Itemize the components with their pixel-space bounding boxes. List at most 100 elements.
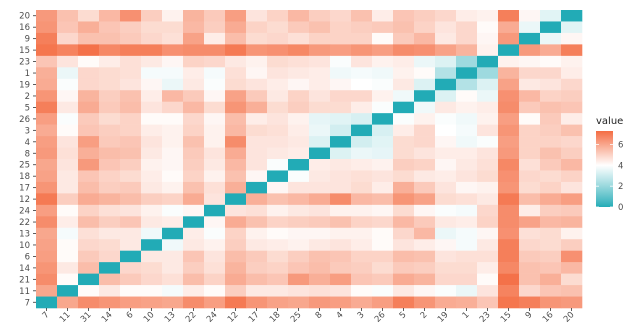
heatmap-cell-7-22 — [183, 296, 205, 309]
heatmap-cell-4-1 — [456, 136, 478, 148]
heatmap-cell-20-1 — [456, 10, 478, 22]
heatmap-cell-7-13 — [162, 296, 184, 309]
heatmap-cell-7-23 — [477, 296, 499, 309]
heatmap-cell-23-31 — [78, 55, 100, 68]
heatmap-cell-1-23 — [477, 67, 499, 80]
heatmap-cell-19-19 — [435, 78, 457, 91]
heatmap-cell-9-7 — [36, 32, 58, 45]
heatmap-cell-7-18 — [267, 296, 289, 309]
heatmap-cell-14-17 — [246, 262, 268, 274]
heatmap-cell-24-15 — [498, 204, 520, 217]
heatmap-cell-9-24 — [204, 32, 226, 45]
heatmap-cell-17-4 — [330, 181, 352, 194]
heatmap-cell-17-3 — [351, 181, 373, 194]
heatmap-cell-3-12 — [225, 124, 247, 137]
heatmap-cell-22-8 — [309, 216, 331, 229]
heatmap-cell-2-19 — [435, 90, 457, 102]
heatmap-cell-20-26 — [372, 10, 394, 22]
heatmap-cell-13-25 — [288, 227, 310, 240]
heatmap-cell-15-14 — [99, 44, 121, 57]
heatmap-cell-20-14 — [99, 10, 121, 22]
heatmap-cell-21-9 — [519, 273, 541, 286]
heatmap-cell-17-2 — [414, 181, 436, 194]
heatmap-cell-10-15 — [498, 239, 520, 251]
heatmap-cell-19-15 — [498, 78, 520, 91]
heatmap-cell-18-23 — [477, 170, 499, 183]
heatmap-cell-19-20 — [561, 78, 583, 91]
heatmap-cell-16-7 — [36, 21, 58, 34]
heatmap-cell-24-2 — [414, 204, 436, 217]
heatmap-cell-22-3 — [351, 216, 373, 229]
heatmap-cell-15-26 — [372, 44, 394, 57]
heatmap-cell-26-10 — [141, 113, 163, 125]
heatmap-cell-16-15 — [498, 21, 520, 34]
heatmap-cell-14-3 — [351, 262, 373, 274]
heatmap-cell-14-2 — [414, 262, 436, 274]
heatmap-cell-7-4 — [330, 296, 352, 309]
heatmap-cell-12-13 — [162, 193, 184, 206]
heatmap-cell-14-8 — [309, 262, 331, 274]
heatmap-cell-8-4 — [330, 147, 352, 160]
heatmap-cell-18-10 — [141, 170, 163, 183]
heatmap-cell-10-2 — [414, 239, 436, 251]
heatmap-cell-21-13 — [162, 273, 184, 286]
heatmap-cell-4-3 — [351, 136, 373, 148]
heatmap-cell-12-15 — [498, 193, 520, 206]
heatmap-cell-25-19 — [435, 159, 457, 171]
heatmap-cell-10-12 — [225, 239, 247, 251]
heatmap-cell-4-6 — [120, 136, 142, 148]
heatmap-cell-11-16 — [540, 285, 562, 297]
heatmap-cell-10-31 — [78, 239, 100, 251]
heatmap-cell-14-1 — [456, 262, 478, 274]
heatmap-cell-19-12 — [225, 78, 247, 91]
heatmap-cell-3-3 — [351, 124, 373, 137]
y-tick-label: 22 — [19, 218, 30, 228]
heatmap-cell-10-24 — [204, 239, 226, 251]
heatmap-cell-18-24 — [204, 170, 226, 183]
heatmap-cell-6-16 — [540, 250, 562, 263]
heatmap-cell-22-31 — [78, 216, 100, 229]
heatmap-cell-4-24 — [204, 136, 226, 148]
heatmap-cell-7-25 — [288, 296, 310, 309]
heatmap-cell-26-31 — [78, 113, 100, 125]
heatmap-cell-9-22 — [183, 32, 205, 45]
x-tick-label: 13 — [163, 310, 178, 323]
heatmap-cell-11-4 — [330, 285, 352, 297]
y-tick-label: 20 — [19, 12, 30, 22]
heatmap-cell-15-2 — [414, 44, 436, 57]
heatmap-cell-14-6 — [120, 262, 142, 274]
heatmap-cell-21-1 — [456, 273, 478, 286]
heatmap-cell-20-5 — [393, 10, 415, 22]
heatmap-cell-5-13 — [162, 101, 184, 114]
heatmap-cell-22-4 — [330, 216, 352, 229]
heatmap-cell-26-12 — [225, 113, 247, 125]
heatmap-cell-23-6 — [120, 55, 142, 68]
heatmap-cell-25-10 — [141, 159, 163, 171]
heatmap-cell-9-26 — [372, 32, 394, 45]
x-tick-label: 24 — [205, 310, 220, 323]
heatmap-cell-25-8 — [309, 159, 331, 171]
heatmap-cell-9-14 — [99, 32, 121, 45]
heatmap-cell-25-6 — [120, 159, 142, 171]
heatmap-cell-8-20 — [561, 147, 583, 160]
heatmap-cell-9-20 — [561, 32, 583, 45]
heatmap-cell-18-3 — [351, 170, 373, 183]
heatmap-cell-15-7 — [36, 44, 58, 57]
heatmap-cell-15-11 — [57, 44, 79, 57]
heatmap-cell-5-16 — [540, 101, 562, 114]
heatmap-cell-25-14 — [99, 159, 121, 171]
heatmap-cell-24-20 — [561, 204, 583, 217]
heatmap-cell-17-22 — [183, 181, 205, 194]
heatmap-cell-17-1 — [456, 181, 478, 194]
heatmap-cell-8-12 — [225, 147, 247, 160]
heatmap-cell-16-13 — [162, 21, 184, 34]
heatmap-cell-15-4 — [330, 44, 352, 57]
heatmap-cell-1-4 — [330, 67, 352, 80]
heatmap-cell-25-5 — [393, 159, 415, 171]
heatmap-cell-24-12 — [225, 204, 247, 217]
heatmap-cell-21-20 — [561, 273, 583, 286]
legend-tick-label: 0 — [618, 203, 623, 213]
heatmap-cell-22-18 — [267, 216, 289, 229]
heatmap-cell-13-18 — [267, 227, 289, 240]
heatmap-cell-8-2 — [414, 147, 436, 160]
